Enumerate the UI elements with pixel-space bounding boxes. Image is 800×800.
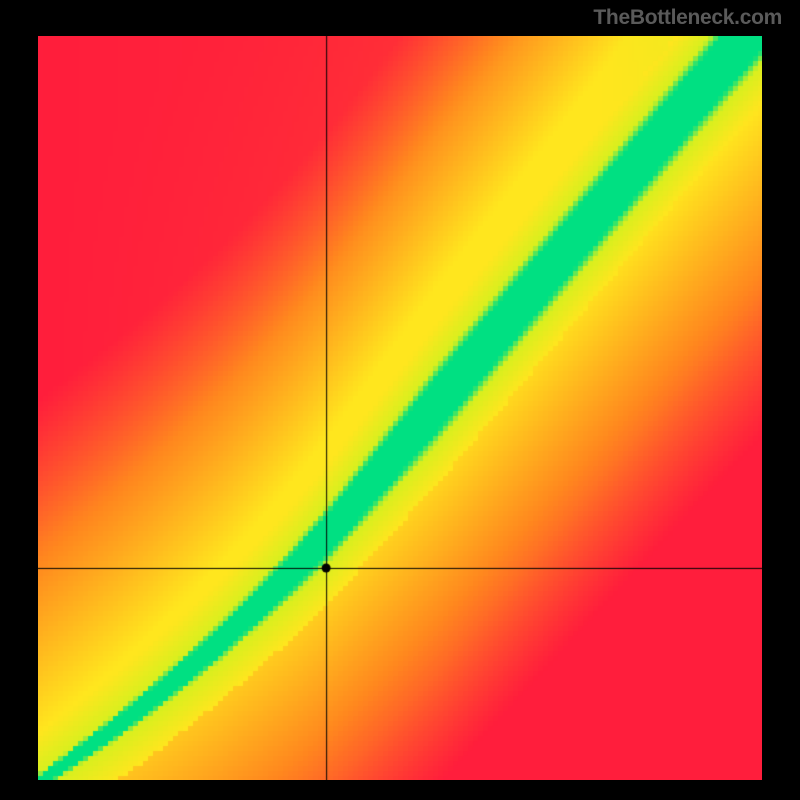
heatmap-canvas	[38, 36, 762, 780]
chart-container: TheBottleneck.com	[0, 0, 800, 800]
watermark-text: TheBottleneck.com	[593, 6, 782, 30]
heatmap-plot	[38, 36, 762, 780]
